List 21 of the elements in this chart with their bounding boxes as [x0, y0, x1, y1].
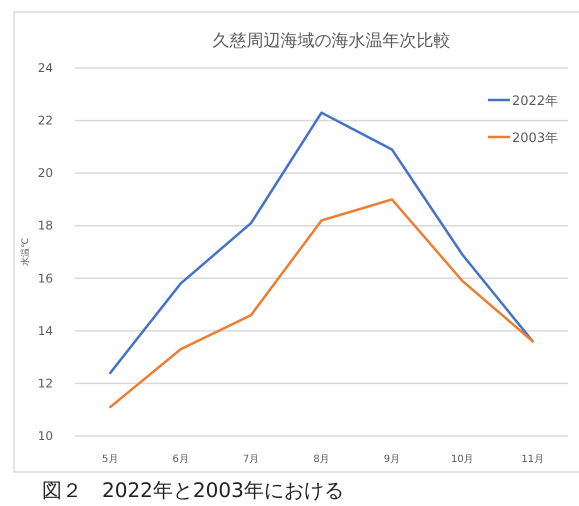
x-tick-label: 7月	[242, 454, 260, 465]
chart-title: 久慈周辺海域の海水温年次比較	[212, 31, 450, 51]
line-series	[108, 198, 534, 408]
x-tick-label: 11月	[521, 454, 544, 465]
x-tick-label: 5月	[102, 454, 118, 465]
y-tick-label: 12	[38, 376, 53, 390]
y-tick-label: 14	[38, 324, 53, 338]
y-tick-label: 24	[38, 61, 53, 75]
y-tick-label: 18	[38, 218, 53, 233]
caption: 図２ 2022年と2003年における	[42, 478, 344, 502]
y-tick-label: 20	[38, 166, 53, 180]
x-tick-label: 10月	[450, 454, 474, 465]
y-axis-title: 水温℃	[20, 238, 31, 266]
y-tick-label: 10	[38, 429, 53, 443]
legend-label: 2022年	[512, 94, 558, 109]
x-tick-label: 9月	[384, 454, 400, 465]
x-tick-label: 6月	[172, 454, 189, 465]
y-tick-label: 22	[38, 114, 53, 128]
legend-label: 2003年	[512, 131, 558, 146]
x-tick-label: 8月	[313, 454, 330, 465]
y-tick-label: 16	[38, 271, 53, 286]
